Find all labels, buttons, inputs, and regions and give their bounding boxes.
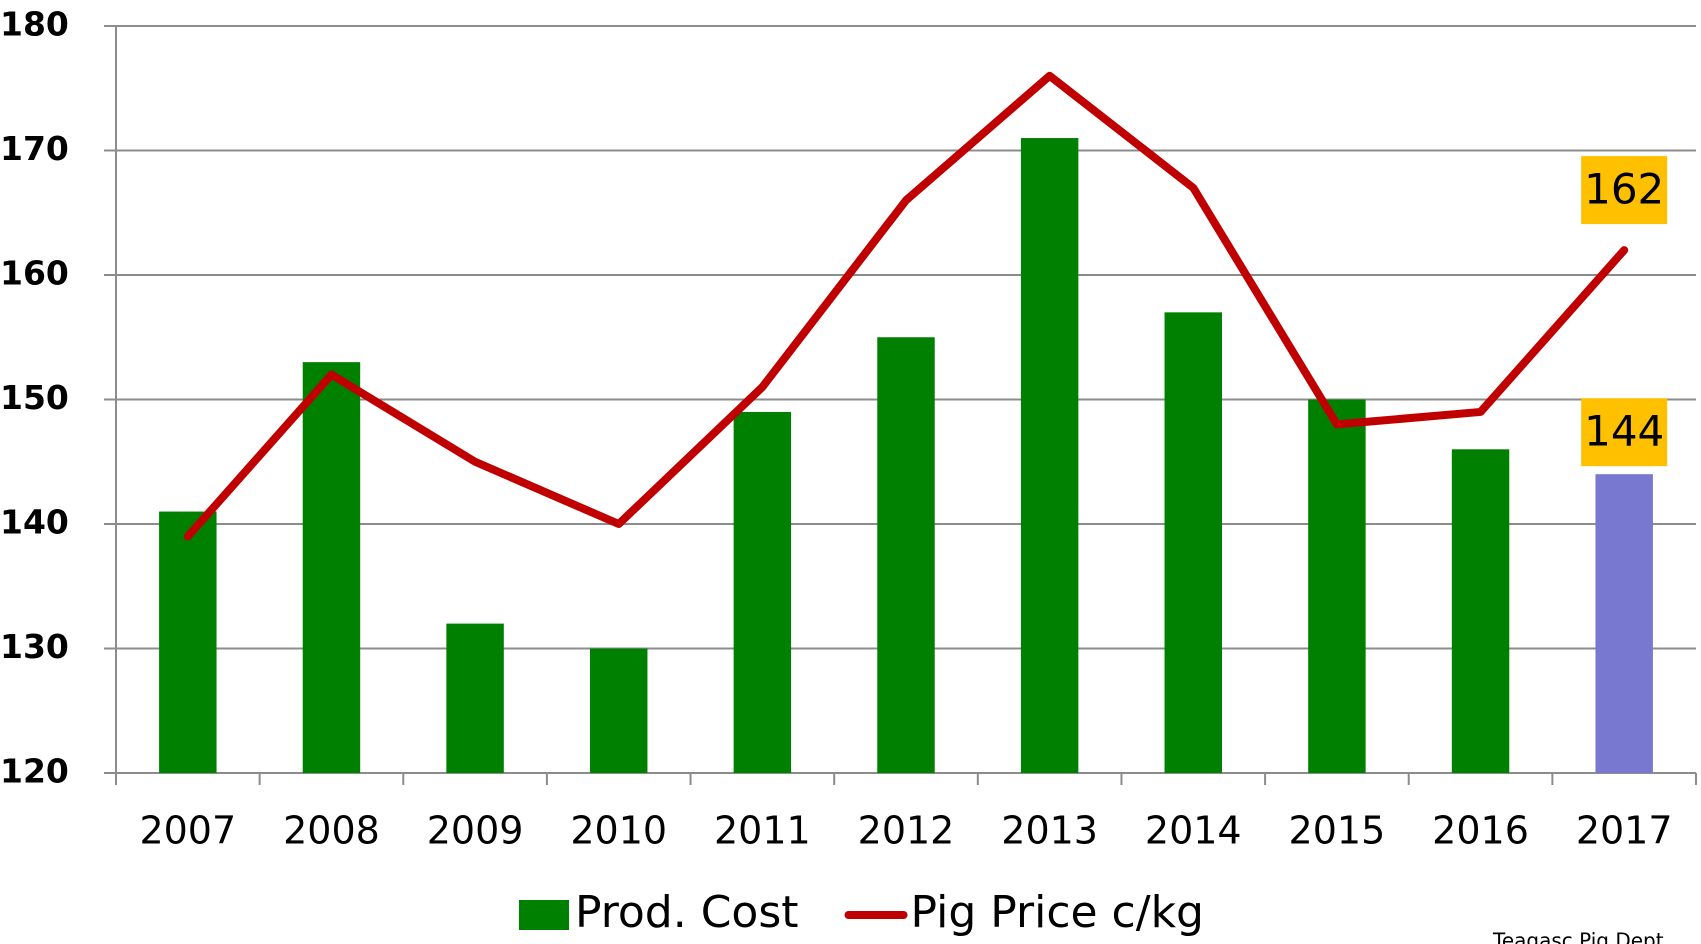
bar	[1020, 138, 1079, 774]
y-tick-label: 120	[0, 752, 69, 791]
legend-swatch	[519, 900, 569, 930]
bar	[877, 337, 935, 773]
x-tick-label: 2017	[1576, 809, 1673, 853]
y-tick-label: 130	[0, 627, 69, 666]
bar	[1164, 312, 1222, 773]
x-tick-label: 2012	[858, 809, 955, 853]
bar	[159, 511, 217, 773]
x-tick-label: 2009	[427, 809, 524, 853]
legend-label: Prod. Cost	[575, 887, 799, 938]
bar	[1451, 449, 1510, 773]
y-tick-label: 170	[0, 129, 69, 168]
bar	[302, 362, 361, 773]
y-tick-label: 140	[0, 503, 69, 542]
bar	[1595, 474, 1653, 773]
bar	[446, 623, 504, 773]
bar	[733, 411, 792, 773]
y-tick-label: 180	[0, 5, 69, 44]
x-tick-label: 2008	[283, 809, 380, 853]
data-label-bg	[1581, 156, 1668, 225]
data-label: 144	[1584, 407, 1664, 456]
x-tick-label: 2013	[1001, 809, 1098, 853]
x-tick-label: 2016	[1432, 809, 1529, 853]
x-tick-label: 2010	[570, 809, 667, 853]
legend-label: Pig Price c/kg	[911, 887, 1204, 938]
data-label: 162	[1584, 165, 1664, 214]
bar	[590, 648, 648, 773]
line	[183, 71, 1629, 541]
data-label-bg	[1581, 398, 1668, 467]
y-tick-label: 150	[0, 378, 69, 417]
x-tick-label: 2015	[1289, 809, 1386, 853]
bar	[1308, 399, 1366, 773]
x-tick-label: 2007	[139, 809, 236, 853]
x-tick-label: 2014	[1145, 809, 1242, 853]
x-tick-label: 2011	[714, 809, 811, 853]
y-tick-label: 160	[0, 254, 69, 293]
source-note: Teagasc Pig Dept	[1492, 929, 1664, 944]
